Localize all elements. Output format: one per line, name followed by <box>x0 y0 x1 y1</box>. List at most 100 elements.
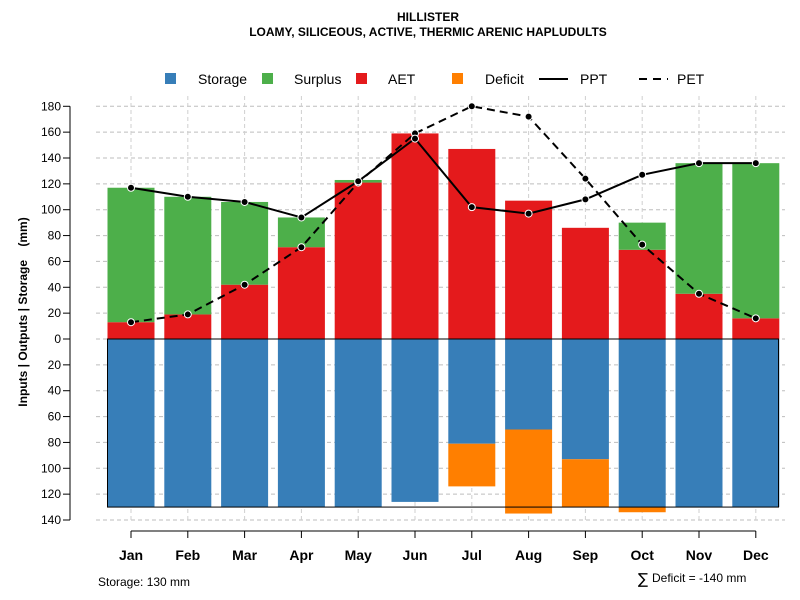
y-tick-label: 60 <box>48 410 62 424</box>
storage-bar-oct <box>618 339 666 508</box>
x-tick-label: Jun <box>403 547 428 563</box>
legend-label-pet: PET <box>677 71 705 87</box>
legend-label-storage: Storage <box>198 71 247 87</box>
ppt-point-dec <box>751 159 760 168</box>
aet-bar-jun <box>391 133 439 339</box>
aet-bar-oct <box>618 249 666 339</box>
pet-point-oct <box>638 240 647 249</box>
deficit-bar-sep <box>561 459 609 508</box>
aet-bar-aug <box>505 200 553 339</box>
y-tick-label: 40 <box>48 384 62 398</box>
bar-group <box>107 133 780 514</box>
x-tick-label: Mar <box>232 547 257 563</box>
y-tick-label: 100 <box>41 203 61 217</box>
storage-bar-jul <box>448 339 496 444</box>
deficit-bar-aug <box>505 429 553 514</box>
pet-point-jul <box>467 102 476 111</box>
surplus-bar-mar <box>221 201 269 285</box>
ppt-point-oct <box>638 170 647 179</box>
storage-bar-mar <box>221 339 269 508</box>
legend-label-deficit: Deficit <box>485 71 524 87</box>
y-tick-label: 140 <box>41 151 61 165</box>
storage-bar-sep <box>561 339 609 460</box>
chart-title: HILLISTER <box>397 10 459 24</box>
legend-label-surplus: Surplus <box>294 71 341 87</box>
deficit-bar-oct <box>618 507 666 513</box>
ppt-point-feb <box>183 192 192 201</box>
surplus-bar-nov <box>675 163 723 294</box>
pet-point-apr <box>297 243 306 252</box>
aet-bar-jul <box>448 148 496 339</box>
chart-subtitle: LOAMY, SILICEOUS, ACTIVE, THERMIC ARENIC… <box>249 25 607 39</box>
surplus-bar-dec <box>732 163 780 319</box>
ppt-point-nov <box>695 159 703 168</box>
pet-point-nov <box>695 289 703 298</box>
deficit-note: Deficit = -140 mm <box>652 571 746 585</box>
surplus-bar-feb <box>164 196 212 315</box>
surplus-bar-apr <box>277 217 325 248</box>
legend-swatch-storage <box>165 73 176 84</box>
pet-line <box>130 105 757 324</box>
y-tick-label: 100 <box>41 461 61 475</box>
ppt-point-jul <box>467 203 476 212</box>
pet-point-sep <box>581 174 590 183</box>
storage-bar-may <box>334 339 382 508</box>
ppt-point-may <box>354 177 363 186</box>
deficit-bar-jul <box>448 443 496 487</box>
axes: 180 160 140 120 100 80 60 40 20 0 20 40 60 80 100 120 14… <box>41 99 769 563</box>
legend-label-ppt: PPT <box>580 71 608 87</box>
x-tick-label: Aug <box>515 547 542 563</box>
pet-point-feb <box>183 310 192 319</box>
aet-bar-jan <box>107 322 155 339</box>
pet-point-aug <box>524 112 533 121</box>
legend-swatch-deficit <box>452 73 463 84</box>
chart-legend: Storage Surplus AET Deficit PPT PET <box>165 71 705 87</box>
y-tick-label: 0 <box>54 332 61 346</box>
y-tick-label: 60 <box>48 254 62 268</box>
storage-bar-jan <box>107 339 155 508</box>
legend-swatch-aet <box>356 73 367 84</box>
pet-point-mar <box>240 280 249 289</box>
y-tick-label: 20 <box>48 358 62 372</box>
y-tick-label: 120 <box>41 487 61 501</box>
ppt-point-jan <box>127 183 135 192</box>
storage-bar-jun <box>391 339 439 502</box>
x-tick-label: Oct <box>631 547 655 563</box>
storage-bar-feb <box>164 339 212 508</box>
y-tick-label: 140 <box>41 513 61 527</box>
ppt-point-apr <box>297 213 306 222</box>
storage-bar-dec <box>732 339 780 508</box>
legend-swatch-surplus <box>262 73 273 84</box>
storage-bar-aug <box>505 339 553 430</box>
y-axis-label: Inputs | Outputs | Storage (mm) <box>16 217 30 406</box>
storage-capacity-outline <box>107 338 779 508</box>
surplus-bar-jan <box>107 187 155 323</box>
x-tick-label: Sep <box>573 547 599 563</box>
ppt-point-jun <box>411 134 419 143</box>
ppt-point-mar <box>240 197 249 206</box>
aet-bar-dec <box>732 318 780 339</box>
aet-bar-feb <box>164 314 212 339</box>
line-group <box>127 102 760 327</box>
aet-bar-may <box>334 182 382 339</box>
storage-note: Storage: 130 mm <box>98 575 190 589</box>
deficit-sum-symbol: ∑ <box>638 570 648 588</box>
ppt-line <box>130 137 756 219</box>
x-tick-label: Nov <box>686 547 713 563</box>
y-tick-label: 180 <box>41 99 61 113</box>
y-tick-label: 20 <box>48 306 62 320</box>
ppt-point-aug <box>524 209 533 218</box>
pet-point-dec <box>751 314 760 323</box>
storage-bar-apr <box>277 339 325 508</box>
x-tick-label: May <box>345 547 372 563</box>
x-tick-label: Apr <box>289 547 314 563</box>
x-tick-label: Jan <box>119 547 143 563</box>
y-tick-label: 120 <box>41 177 61 191</box>
x-tick-label: Feb <box>175 547 200 563</box>
ppt-point-sep <box>581 195 590 204</box>
x-tick-label: Jul <box>462 547 482 563</box>
x-tick-label: Dec <box>743 547 769 563</box>
storage-bar-nov <box>675 339 723 508</box>
legend-label-aet: AET <box>388 71 416 87</box>
